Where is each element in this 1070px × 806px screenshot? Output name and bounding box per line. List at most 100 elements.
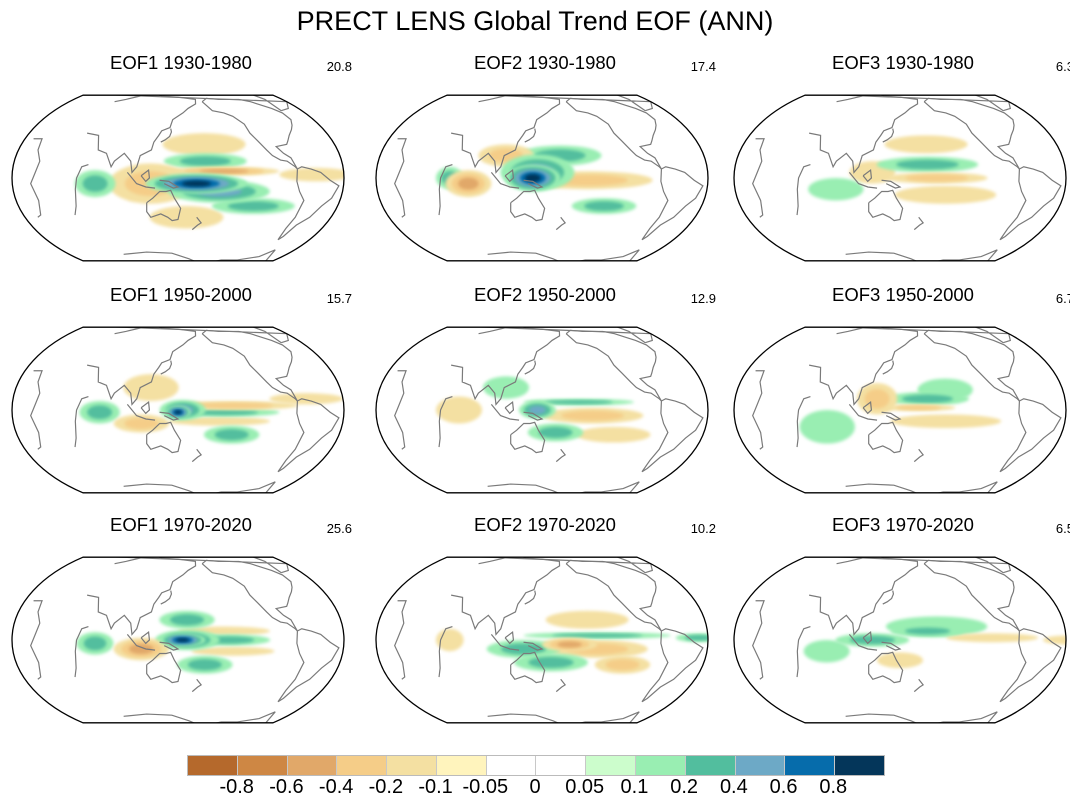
panel-title: EOF3 1930-1980	[832, 52, 974, 73]
coastline	[277, 628, 340, 703]
colorbar-tick-label: -0.4	[318, 776, 354, 798]
anomaly-patch	[187, 659, 222, 671]
colorbar-box	[735, 756, 786, 775]
colorbar-tick-label: -0.1	[418, 776, 453, 798]
coastline	[394, 138, 407, 218]
coastline	[159, 411, 180, 421]
map-border	[375, 326, 709, 494]
colorbar-box	[436, 756, 487, 775]
anomaly-patch	[124, 417, 159, 429]
coastline	[752, 600, 765, 680]
coastline	[510, 421, 546, 454]
colorbar-tick-label: -0.05	[462, 776, 509, 798]
coastline	[74, 163, 89, 216]
colorbar-box	[685, 756, 736, 775]
coastline	[555, 678, 567, 693]
anomaly-patch	[170, 614, 205, 626]
anomaly-patch	[576, 426, 651, 443]
coastline	[201, 559, 298, 632]
anomaly-patch	[544, 400, 613, 405]
coastline	[146, 421, 182, 454]
anomaly-patch	[83, 636, 107, 651]
map-panel: EOF2 1970-2020 10.2	[372, 514, 716, 744]
colorbar-tick-label: -0.8	[219, 776, 254, 798]
coastline	[923, 329, 1020, 402]
map-svg	[733, 326, 1067, 494]
coastline	[881, 641, 902, 651]
anomaly-patch	[82, 175, 108, 192]
anomaly-patch	[191, 646, 275, 656]
percent-variance: 6.5	[1055, 521, 1070, 536]
map-panel: EOF2 1930-1980 17.4	[372, 52, 716, 282]
coastline	[452, 557, 654, 574]
anomaly-patch	[803, 640, 850, 663]
coastline	[394, 370, 407, 450]
coastline	[810, 95, 1012, 112]
coastline	[999, 628, 1062, 703]
percent-variance: 25.6	[326, 521, 352, 536]
map-svg	[733, 94, 1067, 262]
colorbar-tick-label: 0	[529, 776, 541, 798]
coastline	[159, 179, 180, 189]
coastline	[641, 628, 704, 703]
anomaly-patch	[181, 180, 211, 187]
coastline	[438, 625, 453, 678]
anomaly-patch	[524, 174, 541, 182]
coastline	[146, 651, 182, 684]
coastline	[191, 216, 203, 231]
map-panel: EOF3 1950-2000 6.7	[730, 284, 1070, 514]
percent-variance: 17.4	[690, 59, 716, 74]
coastline	[74, 625, 89, 678]
coastline	[452, 327, 654, 344]
colorbar-tick-label: 0.2	[670, 776, 699, 798]
anomaly-patch	[905, 174, 969, 182]
coastline	[140, 169, 151, 183]
coastline	[394, 600, 407, 680]
colorbar-tick-label: 0.8	[819, 776, 848, 798]
coastline	[277, 398, 340, 473]
colorbar-box	[486, 756, 537, 775]
coastline	[510, 189, 546, 222]
map-panel: EOF3 1930-1980 6.3	[730, 52, 1070, 282]
map-panel: EOF2 1950-2000 12.9	[372, 284, 716, 514]
colorbar-tick-label: 0.4	[719, 776, 748, 798]
coastline	[868, 421, 904, 454]
anomaly-patch	[894, 185, 997, 204]
map-border	[375, 556, 709, 724]
colorbar-tick-label: -0.2	[368, 776, 404, 798]
anomaly-patch	[884, 135, 968, 154]
anomaly-patch	[176, 638, 190, 642]
coastline	[752, 138, 765, 218]
coastline	[524, 590, 537, 605]
coastline	[490, 404, 520, 421]
coastline	[191, 678, 203, 693]
anomaly-patch	[435, 396, 483, 424]
coastline	[126, 634, 156, 651]
coastline	[868, 189, 904, 222]
map-panel: EOF3 1970-2020 6.5	[730, 514, 1070, 744]
coastline	[140, 401, 151, 415]
coastline	[565, 559, 662, 632]
coastline	[524, 360, 537, 375]
map-svg	[375, 326, 709, 494]
map-border	[11, 94, 345, 262]
colorbar-box	[287, 756, 338, 775]
colorbar-box	[337, 756, 388, 775]
coastline	[487, 711, 640, 723]
anomaly-patch	[123, 374, 179, 402]
coastline	[565, 329, 662, 402]
map-svg	[733, 556, 1067, 724]
percent-variance: 12.9	[690, 291, 716, 306]
anomaly-patch	[605, 659, 640, 671]
coastline	[159, 641, 180, 651]
map-border	[11, 326, 345, 494]
anomaly-patch	[890, 414, 1002, 428]
coastline	[504, 169, 515, 183]
coastline	[862, 401, 873, 415]
panel-title: EOF1 1950-2000	[110, 284, 252, 305]
map-border	[375, 94, 709, 262]
coastline	[30, 600, 43, 680]
coastline	[74, 395, 89, 448]
coastline	[923, 97, 1020, 170]
colorbar-box	[586, 756, 637, 775]
